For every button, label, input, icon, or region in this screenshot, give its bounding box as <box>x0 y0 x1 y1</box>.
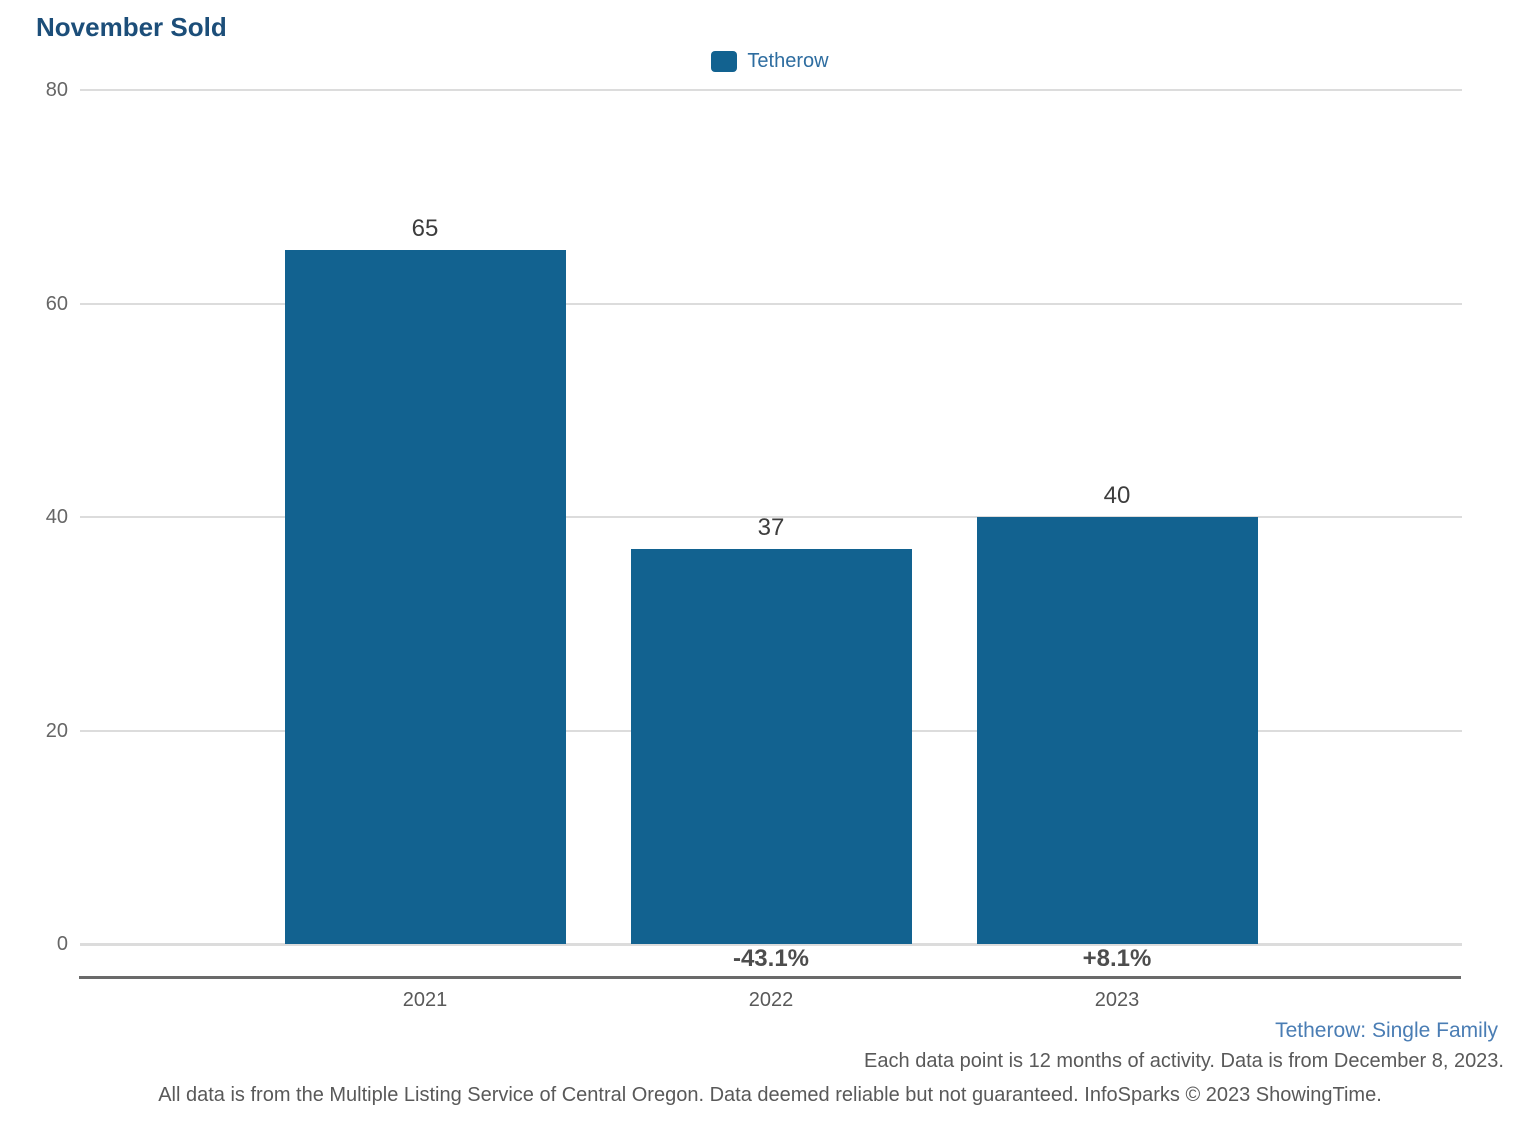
x-axis-category-label: 2021 <box>402 989 448 1011</box>
plot-area: 0 20 40 60 80 65 2021 37 -43.1% 2022 40 +8.1% 2023 <box>46 80 1462 1011</box>
x-axis-line <box>79 976 1461 979</box>
legend[interactable]: Tetherow <box>0 50 1540 73</box>
y-axis-tick-label: 80 <box>45 79 68 101</box>
gridline <box>80 89 1462 91</box>
bar-value-label: 40 <box>1103 482 1131 509</box>
y-axis-tick-label: 60 <box>45 292 68 315</box>
gridline <box>80 302 1462 305</box>
x-axis-category-label: 2022 <box>748 989 794 1011</box>
bar-2022[interactable] <box>630 549 912 944</box>
y-axis-tick-label: 20 <box>45 719 68 742</box>
gridline <box>80 516 1462 518</box>
y-axis-tick-label: 40 <box>45 506 68 528</box>
bar-2021[interactable] <box>284 250 566 944</box>
legend-label: Tetherow <box>747 50 829 72</box>
pct-change-label: -43.1% <box>732 945 810 972</box>
chart-title: November Sold <box>36 12 227 42</box>
bar-2023[interactable] <box>976 517 1258 944</box>
gridline <box>80 943 1462 946</box>
bar-value-label: 37 <box>757 514 785 542</box>
data-note: Each data point is 12 months of activity… <box>864 1050 1504 1072</box>
pct-change-label: +8.1% <box>1082 945 1152 972</box>
bar-value-label: 65 <box>411 215 439 243</box>
y-axis-tick-label: 0 <box>56 933 68 955</box>
x-axis-category-label: 2023 <box>1094 989 1140 1011</box>
series-filter-note[interactable]: Tetherow: Single Family <box>1275 1019 1498 1042</box>
disclaimer: All data is from the Multiple Listing Se… <box>158 1084 1382 1106</box>
legend-swatch-icon <box>711 51 738 72</box>
